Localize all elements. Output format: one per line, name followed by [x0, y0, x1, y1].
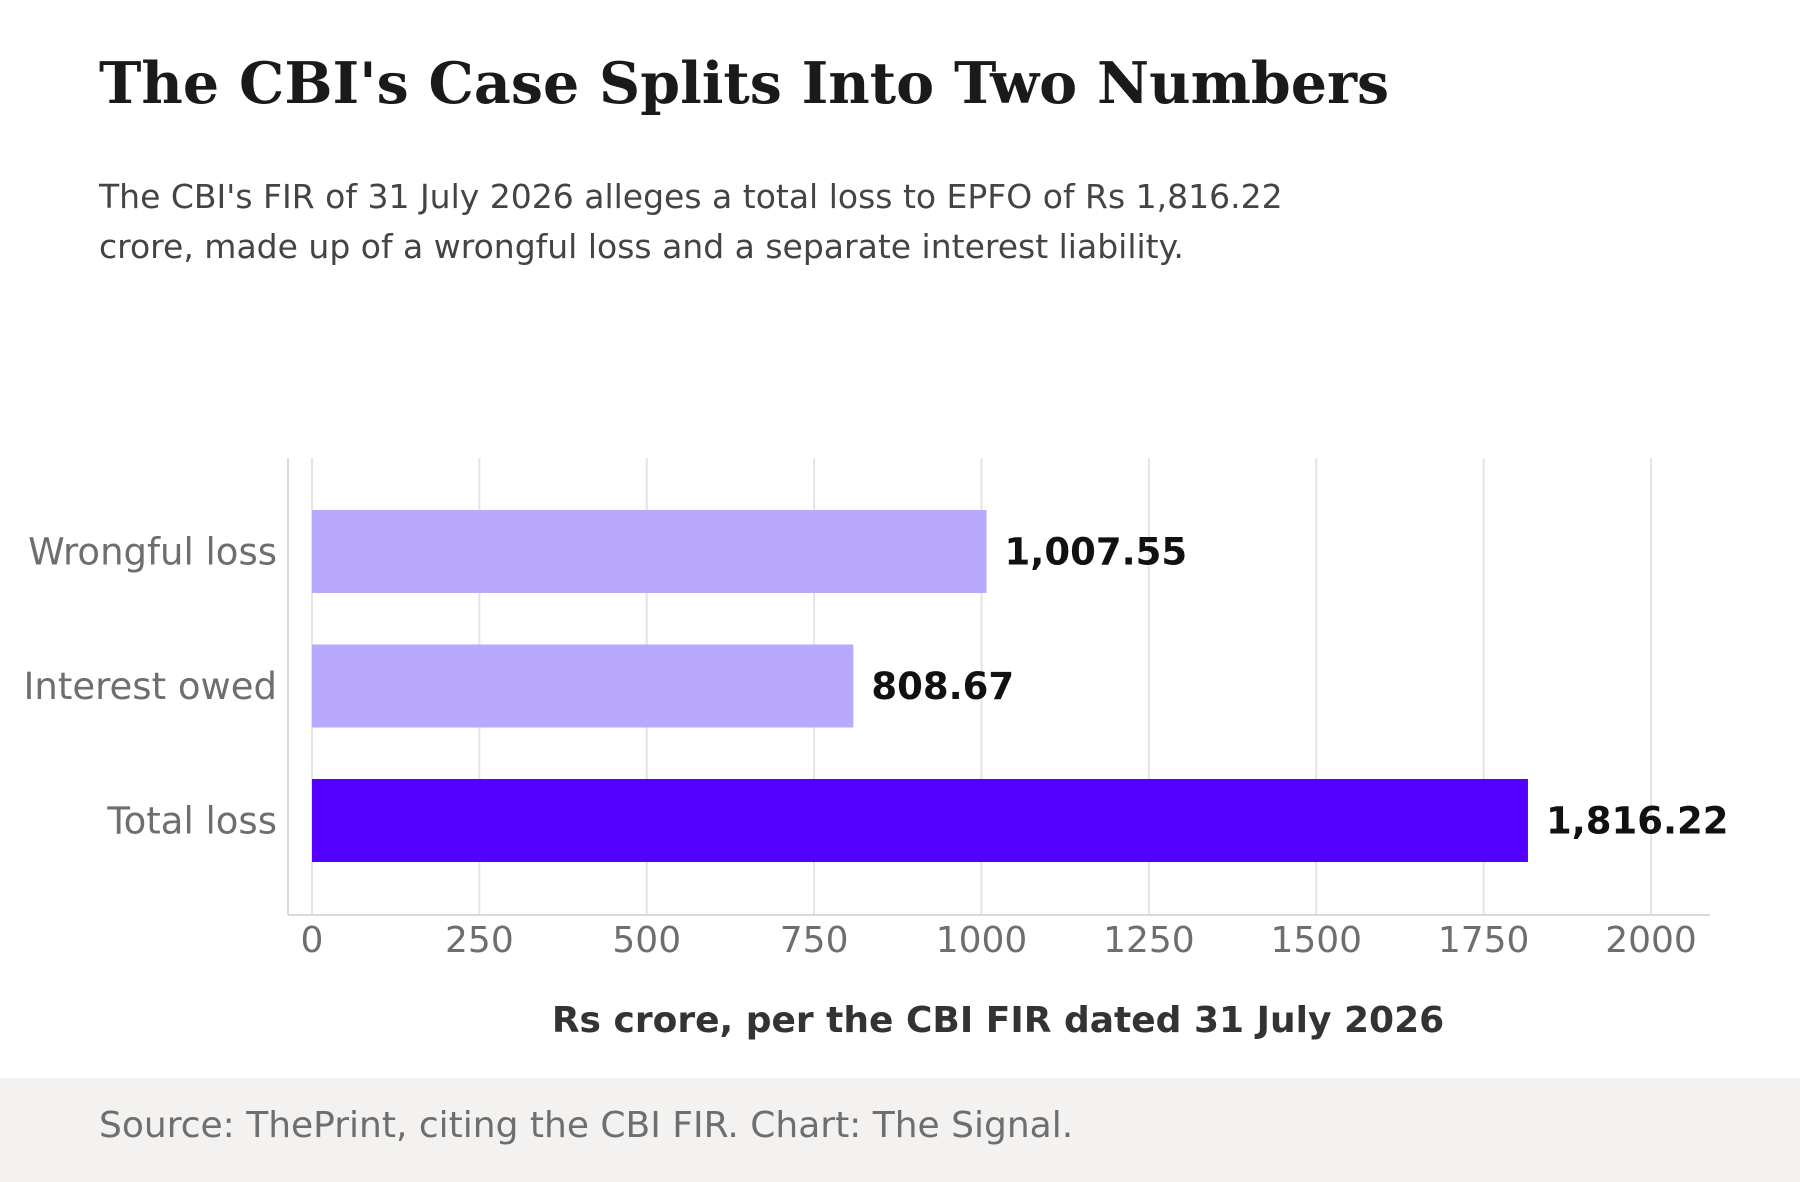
x-tick-label: 1250	[1103, 920, 1195, 961]
category-label: Wrongful loss	[28, 531, 277, 574]
bar-chart: 1,007.55 808.67 1,816.22 Wrongful loss Inte…	[24, 458, 1729, 1041]
x-axis-label: Rs crore, per the CBI FIR dated 31 July …	[552, 1000, 1444, 1041]
x-tick-label: 250	[445, 920, 514, 961]
bar	[312, 510, 987, 593]
chart-title: The CBI's Case Splits Into Two Numbers	[99, 50, 1390, 117]
category-label: Total loss	[106, 800, 277, 843]
bars	[312, 510, 1528, 862]
x-tick-label: 1500	[1270, 920, 1362, 961]
x-tick-label: 1750	[1438, 920, 1530, 961]
bar-value-label: 1,007.55	[1005, 531, 1188, 574]
bar	[312, 779, 1528, 862]
x-tick-label: 750	[780, 920, 849, 961]
x-tick-label: 2000	[1605, 920, 1697, 961]
x-tick-label: 0	[301, 920, 324, 961]
x-tick-label: 500	[612, 920, 681, 961]
category-label: Interest owed	[24, 665, 278, 708]
footer-band	[0, 1078, 1800, 1182]
bar-value-label: 1,816.22	[1546, 800, 1729, 843]
bar-value-label: 808.67	[871, 665, 1014, 708]
x-tick-labels: 0 250 500 750 1000 1250 1500 1750 2000	[301, 920, 1697, 961]
value-labels: 1,007.55 808.67 1,816.22	[871, 531, 1728, 843]
bar	[312, 644, 854, 728]
chart-subtitle: The CBI's FIR of 31 July 2026 alleges a …	[99, 177, 1283, 266]
source-note: Source: ThePrint, citing the CBI FIR. Ch…	[99, 1105, 1074, 1146]
category-labels: Wrongful loss Interest owed Total loss	[24, 531, 278, 843]
x-tick-label: 1000	[936, 920, 1028, 961]
